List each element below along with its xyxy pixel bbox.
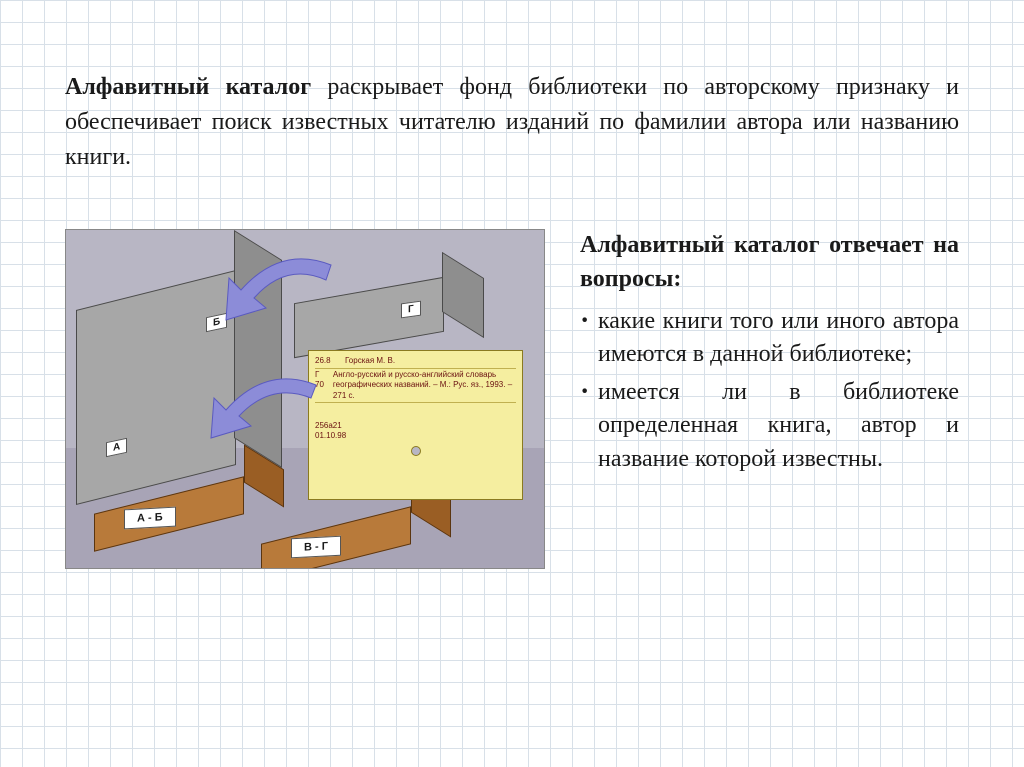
questions-list: какие книги того или иного автора имеютс… xyxy=(580,305,959,477)
card-row-2: Г 70 Англо-русский и русско-английский с… xyxy=(315,369,516,403)
intro-paragraph: Алфавитный каталог раскрывает фонд библи… xyxy=(65,70,959,174)
card-hole xyxy=(411,446,421,456)
front-label-right: В - Г xyxy=(291,536,341,559)
card-line-4: 01.10.98 xyxy=(315,431,516,441)
catalog-card: 26.8 Горская М. В. Г 70 Англо-русский и … xyxy=(308,350,523,500)
card-text-2: Англо-русский и русско-английский словар… xyxy=(333,370,516,401)
content-columns: А Б А - Б Г В - Г 26.8 Горская М. В. xyxy=(65,229,959,569)
arrow-bottom-icon xyxy=(206,360,336,440)
arrow-top-icon xyxy=(221,250,351,330)
intro-term: Алфавитный каталог xyxy=(65,74,311,100)
text-column: Алфавитный каталог отвечает на вопросы: … xyxy=(580,229,959,480)
gray-side-right xyxy=(442,252,484,338)
card-row-1: 26.8 Горская М. В. xyxy=(315,355,516,368)
front-label-left: А - Б xyxy=(124,507,176,530)
list-item: имеется ли в библиотеке определенная кни… xyxy=(580,376,959,477)
questions-heading: Алфавитный каталог отвечает на вопросы: xyxy=(580,229,959,296)
card-text-1: Горская М. В. xyxy=(345,356,395,366)
list-item: какие книги того или иного автора имеютс… xyxy=(580,305,959,372)
catalog-diagram: А Б А - Б Г В - Г 26.8 Горская М. В. xyxy=(65,229,545,569)
diagram-column: А Б А - Б Г В - Г 26.8 Горская М. В. xyxy=(65,229,545,569)
card-line-3: 256а21 xyxy=(315,421,516,431)
